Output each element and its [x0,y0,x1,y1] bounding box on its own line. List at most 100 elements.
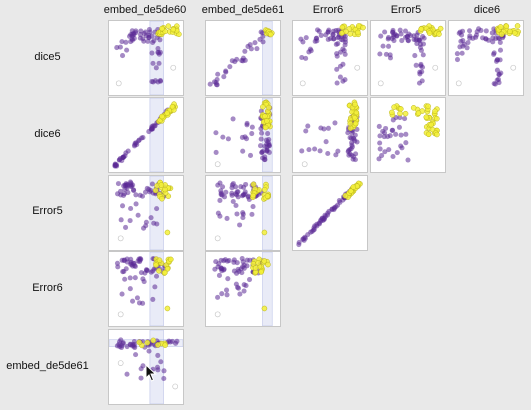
data-point-purple [240,148,246,154]
data-point-yellow [252,265,259,271]
data-point-purple [224,292,230,298]
data-point-yellow [429,126,436,133]
data-point-yellow [389,109,395,116]
data-point-purple [174,338,180,344]
scatter-cell-error5-vs-embed_de5de60[interactable] [108,175,184,251]
data-point-purple [403,140,409,146]
data-point-purple [340,197,346,203]
data-point-yellow [164,305,171,312]
data-point-purple [234,211,240,217]
scatter-cell-error5-vs-embed_de5de61[interactable] [205,175,281,251]
data-point-outlier [115,80,122,87]
scatter-plot [376,103,440,163]
data-point-purple [127,218,133,224]
data-point-yellow [397,110,403,117]
data-point-purple [223,68,229,74]
selection-band[interactable] [149,98,164,172]
data-point-purple [303,55,309,61]
data-point-purple [229,58,235,64]
selection-band[interactable] [262,176,273,250]
data-point-purple [158,359,164,365]
data-point-yellow [150,337,157,344]
selection-band[interactable] [262,252,273,326]
data-point-purple [221,194,228,200]
data-point-purple [150,296,156,302]
data-point-outlier [299,80,306,87]
data-point-purple [148,215,154,221]
data-point-purple [399,38,405,44]
data-point-purple [454,51,460,57]
scatter-cell-error6-vs-embed_de5de60[interactable] [108,251,184,327]
data-point-outlier [455,80,462,87]
data-point-purple [382,149,388,155]
data-point-outlier [354,64,361,71]
data-point-purple [390,153,396,160]
data-point-yellow [164,229,171,236]
scatter-cell-error5-vs-error6[interactable] [292,175,368,251]
data-point-purple [155,352,161,358]
data-point-purple [491,26,497,32]
data-point-purple [394,150,400,156]
data-point-purple [257,143,264,149]
data-point-purple [150,60,156,66]
data-point-purple [254,46,260,52]
data-point-purple [398,132,404,138]
data-point-purple [243,181,249,188]
data-point-outlier [432,64,439,71]
data-point-yellow [410,105,417,111]
data-point-purple [460,38,466,44]
data-point-purple [125,190,131,196]
data-point-purple [221,74,227,80]
data-point-yellow [347,120,354,127]
scatter-plot [296,180,363,248]
data-point-purple [335,202,341,208]
data-point-purple [393,131,399,137]
data-point-purple [319,216,325,222]
data-point-purple [390,127,396,133]
data-point-outlier [170,64,177,71]
scatter-cell-dice5-vs-error5[interactable] [370,20,446,96]
data-point-yellow [264,118,270,124]
scatter-cell-dice6-vs-error5[interactable] [370,97,446,173]
data-point-purple [383,51,389,57]
data-point-purple [249,211,255,217]
data-point-purple [417,69,423,75]
data-point-yellow [260,104,266,110]
data-point-purple [248,46,254,52]
data-point-purple [411,36,417,43]
scatter-cell-dice6-vs-error6[interactable] [292,97,368,173]
data-point-purple [265,131,271,137]
data-point-purple [259,130,265,136]
scatter-cell-dice6-vs-embed_de5de61[interactable] [205,97,281,173]
scatter-cell-dice5-vs-embed_de5de61[interactable] [205,20,281,96]
data-point-purple [402,116,408,122]
data-point-purple [257,36,263,42]
scatter-cell-error6-vs-embed_de5de61[interactable] [205,251,281,327]
data-point-yellow [437,25,444,32]
data-point-purple [303,128,309,134]
data-point-purple [396,124,402,130]
scatter-cell-dice6-vs-embed_de5de60[interactable] [108,97,184,173]
data-point-yellow [352,101,358,108]
data-point-purple [128,39,134,45]
data-point-purple [152,284,158,290]
selection-band[interactable] [262,21,273,95]
data-point-purple [144,267,150,273]
data-point-purple [496,80,502,86]
data-point-purple [299,54,305,61]
scatter-cell-dice5-vs-dice6[interactable] [448,20,524,96]
data-point-yellow [426,30,433,36]
data-point-purple [124,47,130,53]
data-point-purple [128,205,134,212]
data-point-purple [242,134,248,140]
row-label-dice6: dice6 [34,128,61,140]
column-label-error6: Error6 [312,4,344,16]
column-label-dice6: dice6 [473,4,501,16]
scatter-cell-dice5-vs-error6[interactable] [292,20,368,96]
data-point-purple [116,157,122,163]
data-point-purple [155,46,161,52]
scatter-cell-dice5-vs-embed_de5de60[interactable] [108,20,184,96]
data-point-outlier [117,360,124,366]
data-point-purple [127,179,133,185]
data-point-outlier [172,383,179,390]
